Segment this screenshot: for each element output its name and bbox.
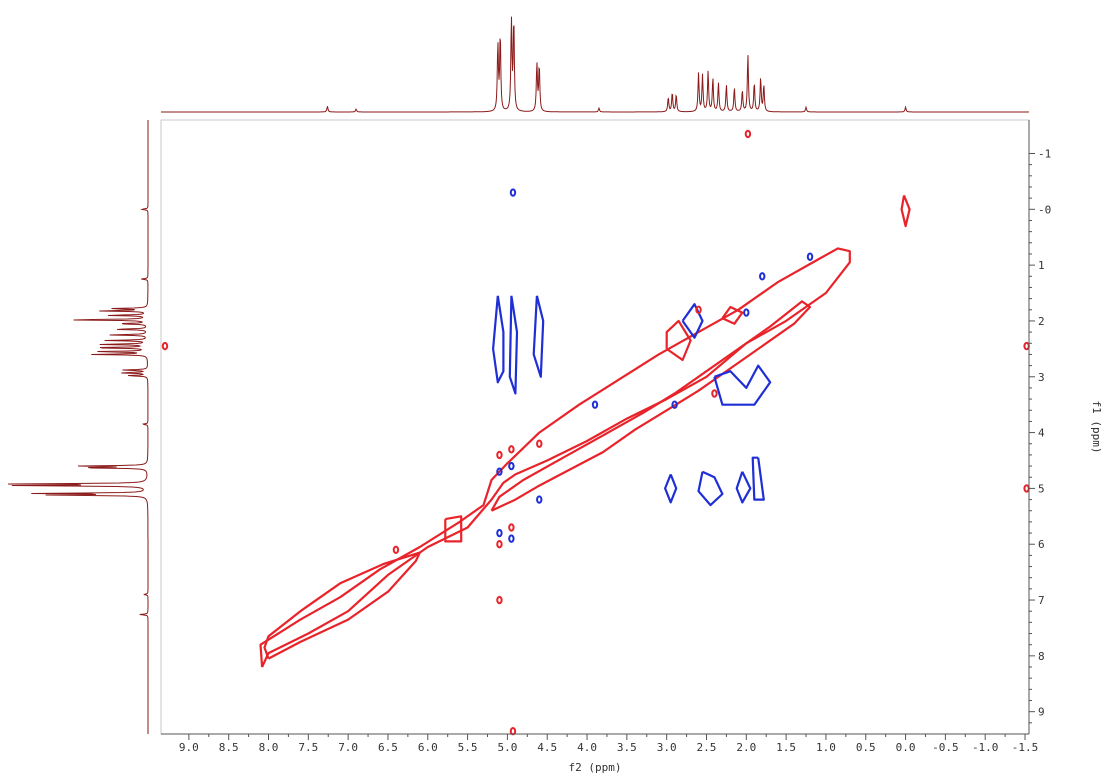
y-axis: -1 -0 1 2 3 4 5 6 7 8 9 <box>1029 120 1051 734</box>
x-tick-label: -1.0 <box>972 741 999 754</box>
f1-projection-trace <box>8 120 148 734</box>
y-tick-label: -0 <box>1038 203 1051 216</box>
y-tick-label: 8 <box>1038 650 1045 663</box>
x-tick-label: 2.0 <box>736 741 756 754</box>
x-tick-label: 9.0 <box>179 741 199 754</box>
x-tick-label: -0.5 <box>932 741 959 754</box>
y-tick-label: 6 <box>1038 538 1045 551</box>
y-tick-label: 5 <box>1038 482 1045 495</box>
x-tick-label: 8.5 <box>219 741 239 754</box>
y-tick-label: 7 <box>1038 594 1045 607</box>
x-tick-label: -1.5 <box>1012 741 1039 754</box>
f2-projection-trace <box>161 17 1029 112</box>
x-tick-label: 4.5 <box>537 741 557 754</box>
y-tick-label: 4 <box>1038 427 1045 440</box>
x-tick-label: 2.5 <box>697 741 717 754</box>
x-tick-label: 1.5 <box>776 741 796 754</box>
y-tick-label: 9 <box>1038 706 1045 719</box>
x-tick-label: 3.0 <box>657 741 677 754</box>
y-tick-label: 1 <box>1038 259 1045 272</box>
x-tick-label: 8.0 <box>259 741 279 754</box>
x-tick-label: 6.0 <box>418 741 438 754</box>
y-tick-label: -1 <box>1038 147 1051 160</box>
x-tick-label: 5.5 <box>458 741 478 754</box>
x-tick-label: 0.5 <box>856 741 876 754</box>
x-axis-title: f2 (ppm) <box>569 761 622 774</box>
f1-projection-spectrum <box>8 120 148 734</box>
x-tick-label: 3.5 <box>617 741 637 754</box>
y-tick-label: 3 <box>1038 371 1045 384</box>
x-tick-label: 6.5 <box>378 741 398 754</box>
y-axis-title: f1 (ppm) <box>1090 401 1102 454</box>
x-tick-label: 7.5 <box>298 741 318 754</box>
x-tick-label: 0.0 <box>896 741 916 754</box>
x-tick-label: 1.0 <box>816 741 836 754</box>
x-tick-label: 5.0 <box>497 741 517 754</box>
x-tick-label: 4.0 <box>577 741 597 754</box>
f2-projection-spectrum <box>161 17 1029 112</box>
y-tick-label: 2 <box>1038 315 1045 328</box>
x-tick-label: 7.0 <box>338 741 358 754</box>
x-axis: 9.0 8.5 8.0 7.5 7.0 6.5 6.0 5.5 5.0 4.5 4.0 3.5 3.0 2… <box>161 734 1038 754</box>
